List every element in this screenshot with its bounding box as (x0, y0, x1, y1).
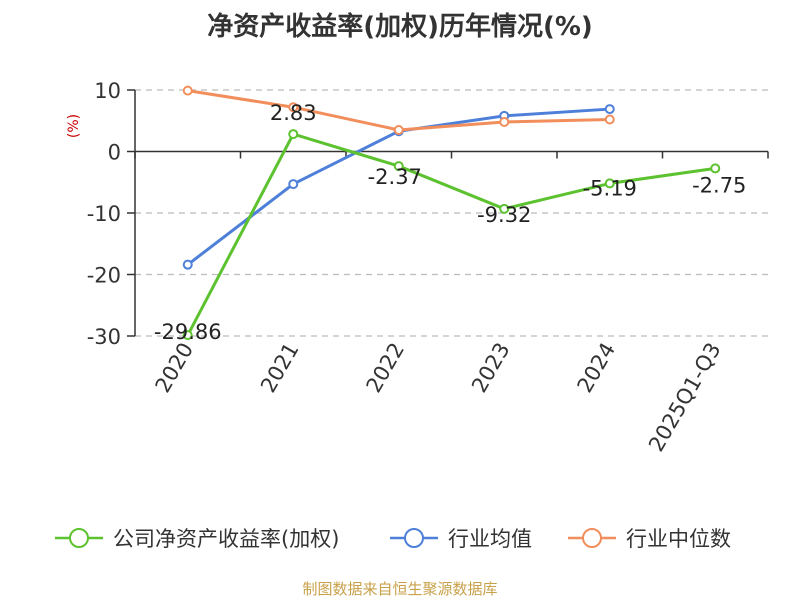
data-point (288, 129, 299, 140)
source-note: 制图数据来自恒生聚源数据库 (302, 580, 498, 598)
data-point (182, 330, 193, 341)
data-point (604, 104, 615, 115)
data-point (288, 102, 299, 113)
legend-label-median: 行业中位数 (626, 527, 731, 551)
data-point (393, 124, 404, 135)
series-layer (182, 85, 721, 341)
y-tick-label: 10 (94, 79, 121, 103)
legend-marker-mean-icon (390, 528, 438, 548)
x-tick-label: 2023 (467, 339, 515, 397)
data-label: -5.19 (583, 176, 637, 200)
data-point (288, 179, 299, 190)
data-point (710, 163, 721, 174)
legend-label-mean: 行业均值 (448, 527, 532, 551)
legend-label-company: 公司净资产收益率(加权) (113, 527, 340, 551)
legend-marker-company-icon (55, 528, 103, 548)
x-tick-label: 2021 (256, 339, 304, 397)
data-label: -2.75 (692, 173, 746, 197)
data-label: -9.32 (477, 203, 531, 227)
data-point (499, 203, 510, 214)
chart-title: 净资产收益率(加权)历年情况(%) (207, 12, 593, 42)
legend: 公司净资产收益率(加权) 行业均值 行业中位数 (0, 520, 800, 556)
data-label: 2.83 (270, 101, 317, 125)
x-tick-label: 2025Q1-Q3 (644, 339, 726, 456)
legend-marker-median-icon (568, 528, 616, 548)
data-point (393, 161, 404, 172)
legend-item-industry-median[interactable]: 行业中位数 (568, 520, 731, 556)
series-line (186, 132, 716, 336)
data-point (604, 114, 615, 125)
y-tick-label: -20 (87, 264, 121, 288)
y-tick-label: -10 (87, 202, 121, 226)
data-point (499, 116, 510, 127)
data-label: -2.37 (368, 165, 422, 189)
series-line (187, 89, 610, 132)
data-label: -29.86 (154, 320, 222, 344)
y-axis-label: (%) (66, 114, 82, 138)
x-tick-label: 2020 (151, 339, 199, 397)
data-point (604, 178, 615, 189)
x-tick-label: 2022 (362, 339, 410, 397)
y-tick-label: 0 (108, 141, 121, 165)
y-tick-label: -30 (87, 325, 121, 349)
legend-item-industry-mean[interactable]: 行业均值 (390, 520, 532, 556)
data-point (182, 85, 193, 96)
line-chart: 10 0 -10 -20 -30 2020 2021 2022 2023 2024 2025Q1-Q… (66, 79, 769, 456)
data-label-layer: -29.86 2.83 -2.37 -9.32 -5.19 -2.75 (154, 101, 747, 344)
x-tick-label: 2024 (573, 339, 621, 397)
data-point (182, 259, 193, 270)
legend-item-company-roe[interactable]: 公司净资产收益率(加权) (55, 520, 339, 556)
